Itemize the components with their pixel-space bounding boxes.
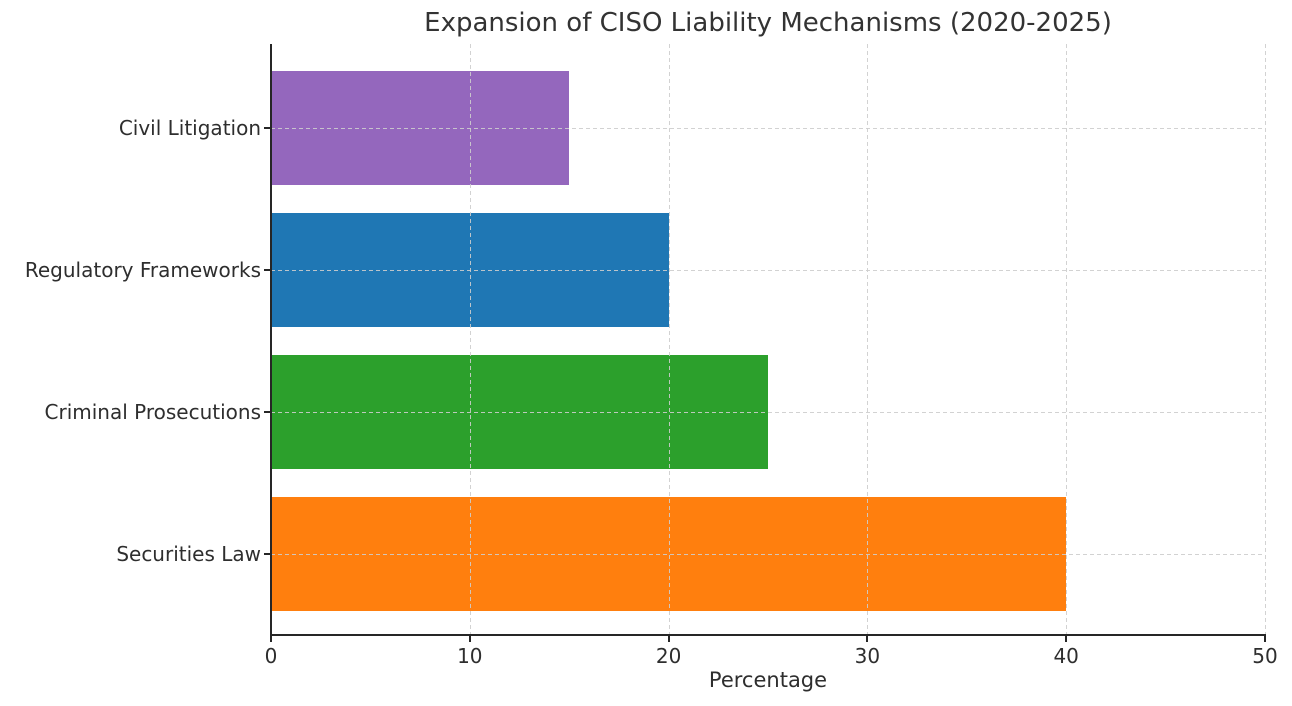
x-axis-spine xyxy=(270,634,1266,636)
h-gridline xyxy=(271,128,1265,129)
h-gridline xyxy=(271,412,1265,413)
x-tick-mark xyxy=(270,636,272,642)
x-tick-mark xyxy=(468,636,471,642)
v-gridline xyxy=(668,44,670,634)
y-tick-mark xyxy=(264,411,271,413)
x-tick-label: 50 xyxy=(1252,644,1278,668)
x-tick-mark xyxy=(1065,636,1068,642)
x-tick-label: 30 xyxy=(854,644,881,668)
v-gridline xyxy=(1066,44,1068,634)
x-tick-label: 0 xyxy=(264,644,278,668)
v-gridline xyxy=(469,44,471,634)
x-tick-mark xyxy=(866,636,869,642)
h-gridline xyxy=(271,554,1265,555)
y-tick-label: Civil Litigation xyxy=(118,116,261,140)
y-tick-mark xyxy=(264,269,271,271)
x-tick-mark xyxy=(667,636,670,642)
y-tick-mark xyxy=(264,127,271,129)
v-gridline xyxy=(1265,44,1266,634)
y-tick-label: Criminal Prosecutions xyxy=(44,400,261,424)
x-tick-label: 20 xyxy=(655,644,682,668)
y-tick-mark xyxy=(264,553,271,555)
y-tick-label: Regulatory Frameworks xyxy=(24,258,261,282)
v-gridline xyxy=(867,44,869,634)
h-gridline xyxy=(271,270,1265,271)
x-axis-label: Percentage xyxy=(708,668,828,692)
x-tick-label: 40 xyxy=(1053,644,1079,668)
y-tick-label: Securities Law xyxy=(116,542,261,566)
x-tick-label: 10 xyxy=(457,644,483,668)
chart-title: Expansion of CISO Liability Mechanisms (… xyxy=(424,8,1112,38)
y-axis-spine xyxy=(270,44,272,636)
x-tick-mark xyxy=(1264,636,1266,642)
